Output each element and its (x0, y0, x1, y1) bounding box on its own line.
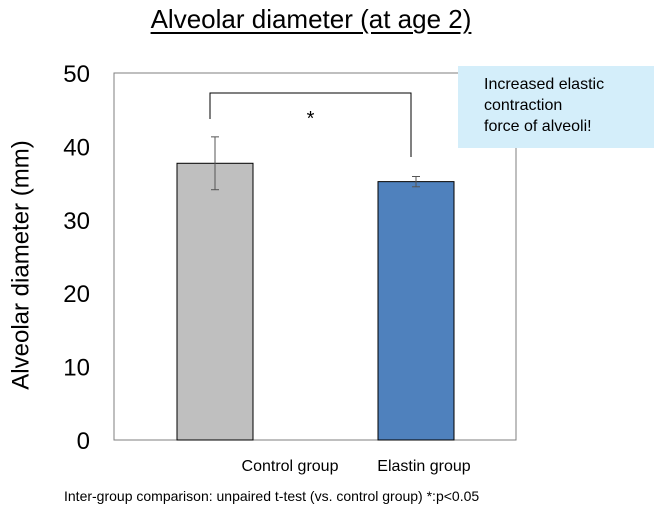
y-tick-label: 30 (63, 208, 90, 235)
x-tick-label: Control group (242, 458, 339, 475)
y-tick-label: 20 (63, 281, 90, 308)
bar (176, 162, 254, 441)
significance-bracket (209, 92, 412, 157)
bar (377, 181, 455, 441)
y-tick-label: 40 (63, 134, 90, 161)
callout-box: Increased elastic contraction force of a… (458, 66, 654, 148)
y-tick-label: 50 (63, 61, 90, 88)
x-tick-label: Elastin group (377, 458, 470, 475)
chart-title: Alveolar diameter (at age 2) (150, 4, 472, 34)
y-tick-label: 10 (63, 355, 90, 382)
significance-marker: * (307, 108, 315, 130)
y-tick-label: 0 (77, 428, 90, 455)
plot-frame (113, 72, 517, 441)
footnote: Inter-group comparison: unpaired t-test … (64, 488, 480, 504)
